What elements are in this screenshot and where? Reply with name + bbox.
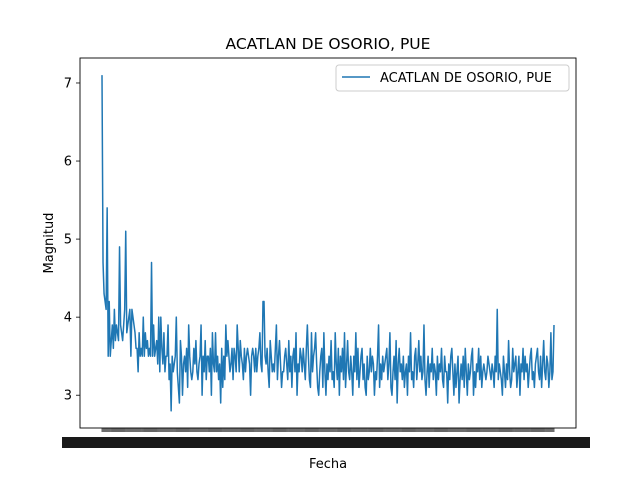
x-tick-label-band — [62, 437, 590, 448]
chart-title: ACATLAN DE OSORIO, PUE — [226, 35, 431, 53]
y-tick-label: 5 — [64, 233, 72, 248]
y-tick-label: 6 — [64, 155, 72, 170]
legend-box — [335, 64, 570, 92]
x-axis-ticks — [62, 428, 590, 448]
y-axis-label: Magnitud — [42, 213, 57, 274]
y-tick-label: 7 — [64, 76, 72, 91]
legend: ACATLAN DE OSORIO, PUE — [335, 64, 570, 92]
y-axis-ticks: 3 4 5 6 7 — [64, 76, 80, 404]
series-line — [101, 75, 555, 412]
y-tick-label: 3 — [64, 389, 72, 404]
legend-label: ACATLAN DE OSORIO, PUE — [380, 71, 552, 86]
x-axis-label: Fecha — [309, 457, 347, 472]
plot-frame — [79, 57, 577, 429]
y-tick-label: 4 — [64, 311, 72, 326]
